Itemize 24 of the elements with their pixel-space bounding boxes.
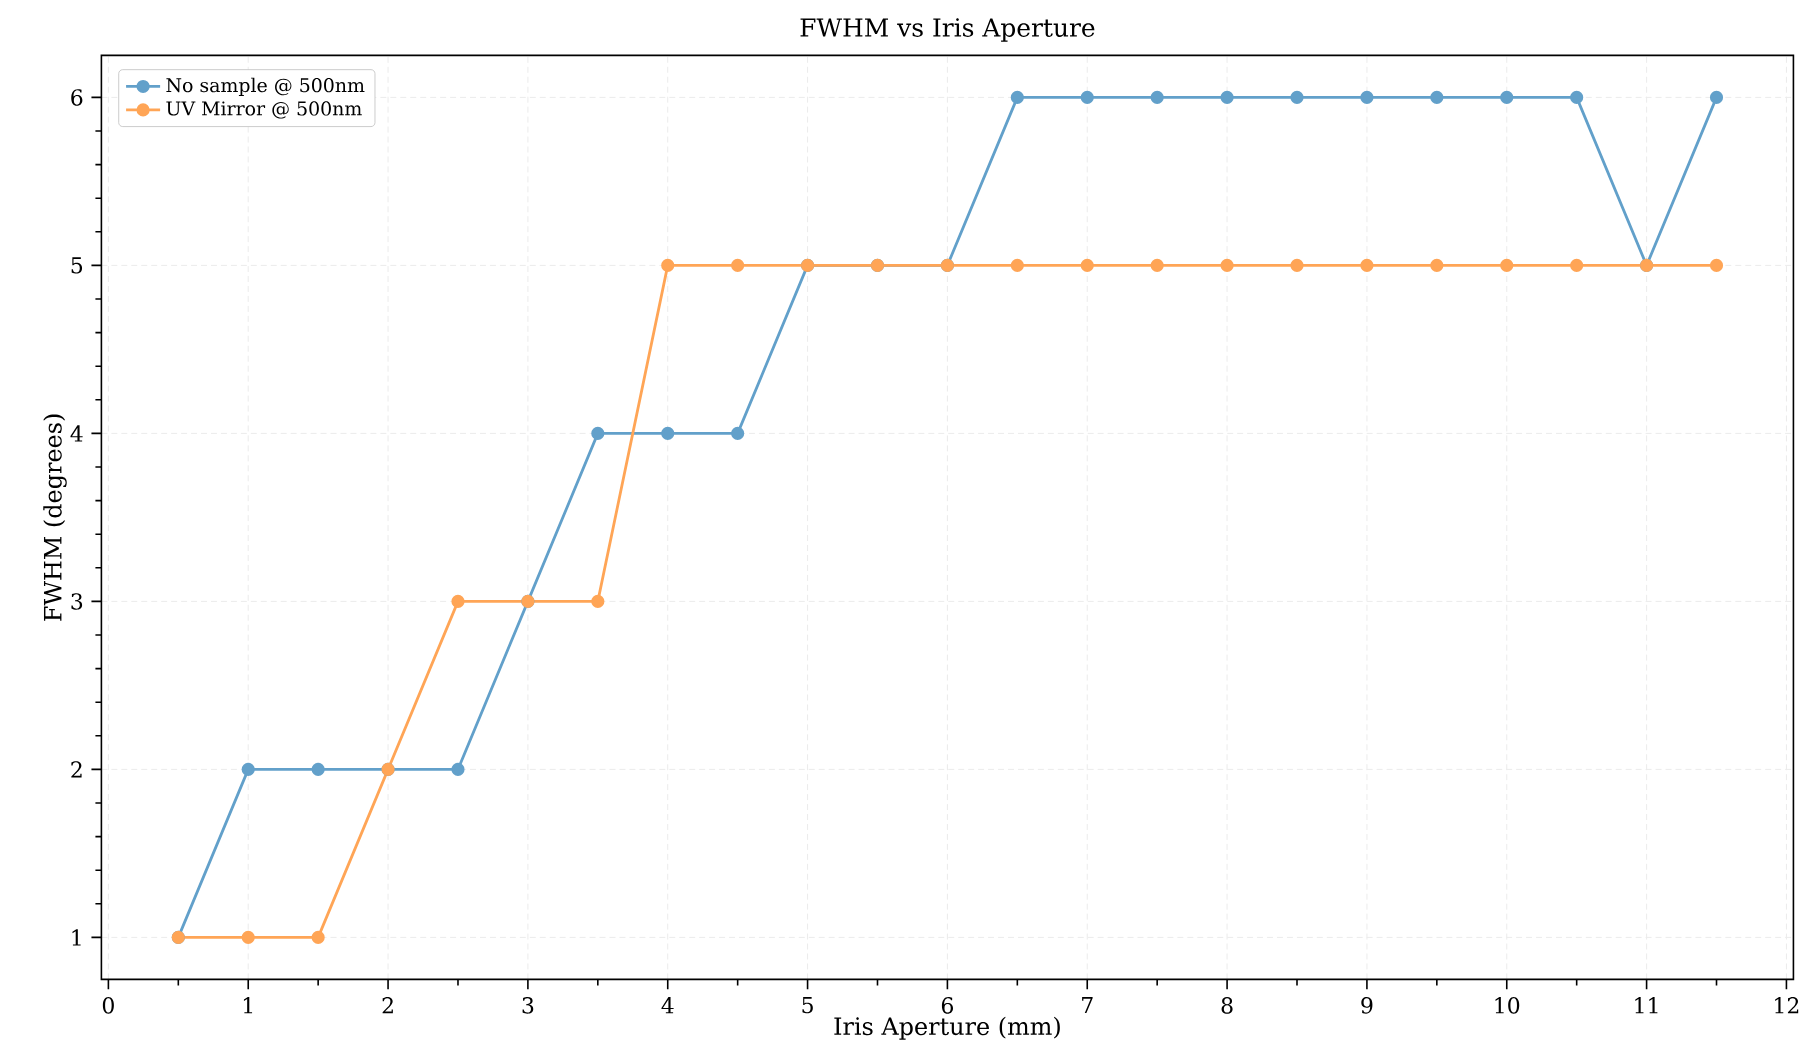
x-tick-label: 6 (941, 997, 953, 1014)
x-tick-label: 10 (1495, 997, 1520, 1014)
y-tick-label: 6 (71, 89, 83, 106)
x-tick-label: 9 (1361, 997, 1373, 1014)
x-tick-label: 4 (661, 997, 674, 1014)
x-tick-label: 12 (1775, 997, 1799, 1014)
x-tick-label: 11 (1635, 997, 1658, 1014)
y-tick-label: 5 (71, 257, 83, 274)
x-tick-label: 8 (1221, 997, 1233, 1014)
y-tick-label: 3 (71, 593, 83, 610)
x-tick-label: 0 (102, 997, 114, 1014)
x-tick-label: 2 (382, 997, 393, 1014)
y-tick-label: 1 (72, 929, 81, 946)
y-tick-label: 2 (71, 761, 82, 778)
x-axis-title: Iris Aperture (mm) (834, 1016, 1060, 1040)
x-tick-label: 1 (243, 997, 253, 1014)
x-tick-label: 3 (522, 997, 534, 1014)
x-tick-label: 5 (802, 997, 813, 1014)
y-tick-label: 4 (70, 425, 83, 442)
y-axis-title: FWHM (degrees) (43, 414, 67, 621)
chart-title: FWHM vs Iris Aperture (800, 18, 1095, 42)
legend-label: UV Mirror @ 500nm (166, 101, 362, 119)
x-tick-label: 7 (1082, 997, 1093, 1014)
legend-label: No sample @ 500nm (166, 77, 365, 96)
